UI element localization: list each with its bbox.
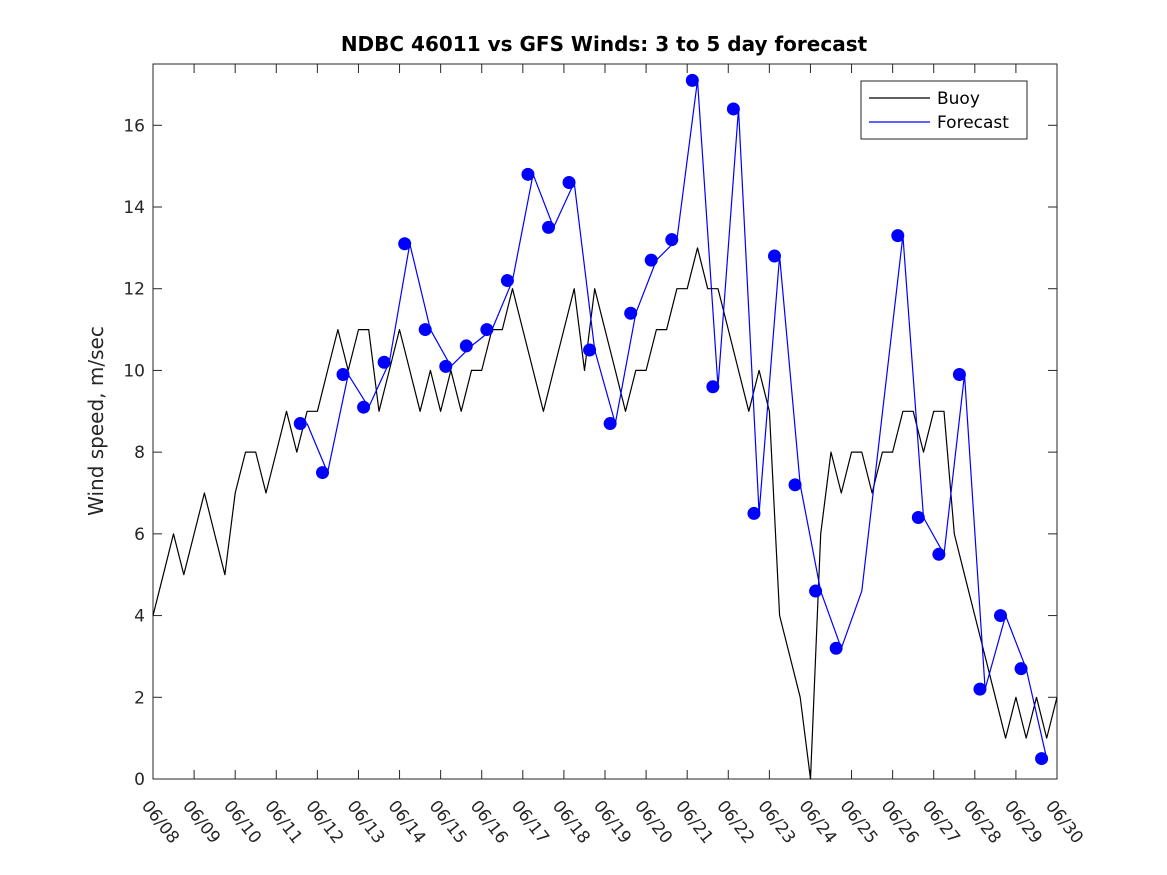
forecast-marker [459,339,473,353]
forecast-marker [562,175,576,189]
y-tick-label: 10 [123,361,145,381]
forecast-marker [377,355,391,369]
forecast-marker [480,323,494,337]
series-line-forecast [306,79,1048,759]
chart-title: NDBC 46011 vs GFS Winds: 3 to 5 day fore… [341,32,868,56]
forecast-marker [829,641,843,655]
forecast-marker [665,233,679,247]
y-tick-label: 16 [123,116,145,136]
forecast-marker [726,102,740,116]
y-tick-label: 8 [134,443,145,463]
forecast-marker [644,253,658,267]
y-tick-label: 6 [134,525,145,545]
y-tick-label: 2 [134,688,145,708]
forecast-marker [418,323,432,337]
forecast-marker [1035,752,1049,766]
forecast-marker [542,220,555,234]
forecast-marker [624,306,638,320]
y-tick-label: 14 [123,198,145,218]
forecast-marker [994,609,1007,623]
legend-label-forecast: Forecast [937,113,1009,133]
forecast-marker [706,380,720,394]
forecast-marker [768,249,781,263]
forecast-marker [521,167,535,181]
forecast-marker [293,417,307,431]
legend: Buoy Forecast [860,80,1028,140]
y-tick-label: 0 [134,770,145,790]
forecast-marker [891,229,905,243]
forecast-marker [685,73,699,87]
y-axis-label: Wind speed, m/sec [84,326,108,516]
forecast-marker [973,682,987,696]
forecast-marker [932,547,946,561]
forecast-marker [603,417,617,431]
forecast-marker [316,466,329,480]
forecast-marker [747,506,761,520]
forecast-marker [952,368,966,382]
forecast-marker [336,368,350,382]
legend-box [860,80,1028,140]
forecast-marker [398,237,412,251]
forecast-marker [439,359,453,373]
forecast-marker [809,584,823,598]
legend-label-buoy: Buoy [937,89,980,109]
forecast-marker [583,343,597,357]
y-tick-label: 12 [123,280,145,300]
forecast-marker [1014,662,1028,676]
y-tick-label: 4 [134,607,145,627]
forecast-marker [788,478,802,492]
forecast-marker [357,400,371,414]
forecast-marker [500,274,514,288]
forecast-marker [911,511,925,525]
plot-area: 024681012141606/0806/0906/1006/1106/1206… [123,63,1087,848]
